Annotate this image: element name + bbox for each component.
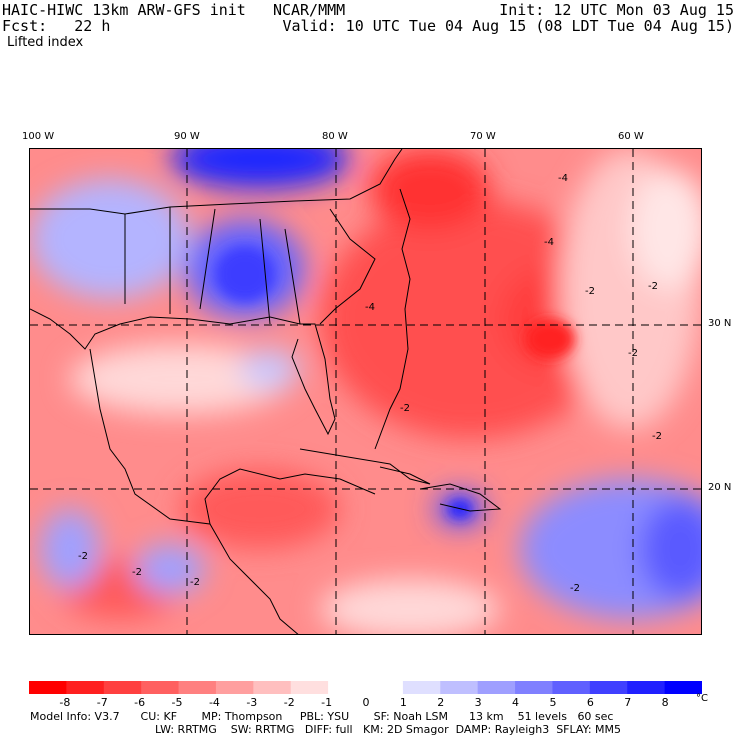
colorbar-swatch (627, 681, 666, 694)
colorbar-swatch (178, 681, 217, 694)
colorbar-tick-label: -7 (96, 696, 108, 709)
lon-label-100w: 100 W (22, 131, 55, 142)
lat-label-30n: 30 N (708, 318, 732, 329)
contour-label: -2 (132, 567, 142, 578)
colorbar-swatch (552, 681, 591, 694)
contour-labels: -4 -4 -2 -2 -2 -2 -4 -2 -2 -2 -2 -2 (78, 173, 662, 594)
colorbar-swatch (141, 681, 180, 694)
contour-label: -2 (190, 577, 200, 588)
model-info-line2: LW: RRTMG SW: RRTMG DIFF: full KM: 2D Sm… (155, 723, 621, 736)
colorbar-swatch (290, 681, 329, 694)
colorbar-swatch (328, 681, 366, 694)
colorbar-swatch (215, 681, 254, 694)
colorbar-tick-label: 4 (512, 696, 520, 709)
colorbar-tick-label: -2 (283, 696, 295, 709)
colorbar-tick-label: 5 (549, 696, 557, 709)
contour-label: -2 (628, 348, 638, 359)
lat-lon-grid (30, 149, 701, 634)
colorbar-swatch (29, 681, 67, 694)
colorbar-swatch (664, 681, 702, 694)
contour-label: -2 (652, 431, 662, 442)
colorbar-tick-label: 2 (437, 696, 445, 709)
contour-label: -2 (570, 583, 580, 594)
colorbar-swatch (402, 681, 441, 694)
colorbar-tick-label: -8 (59, 696, 71, 709)
colorbar-tick-label: -1 (321, 696, 333, 709)
lon-label-70w: 70 W (470, 131, 496, 142)
colorbar-tick-label: -5 (171, 696, 183, 709)
map-svg: -4 -4 -2 -2 -2 -2 -4 -2 -2 -2 -2 -2 (30, 149, 701, 634)
field-name: Lifted index (7, 35, 84, 50)
model-title: HAIC-HIWC 13km ARW-GFS init NCAR/MMM (2, 1, 346, 19)
contour-label: -2 (585, 286, 595, 297)
colorbar-swatch (440, 681, 479, 694)
colorbar-tick-label: 6 (586, 696, 594, 709)
lon-label-90w: 90 W (174, 131, 200, 142)
org-label: NCAR/MMM (272, 1, 346, 19)
model-info-line1: Model Info: V3.7 CU: KF MP: Thompson PBL… (30, 710, 614, 723)
colorbar-swatch (589, 681, 628, 694)
valid-time: Valid: 10 UTC Tue 04 Aug 15 (08 LDT Tue … (282, 17, 734, 35)
lifted-index-map: -4 -4 -2 -2 -2 -2 -4 -2 -2 -2 -2 -2 (29, 148, 702, 635)
colorbar-tick-label: 0 (362, 696, 370, 709)
coastlines (30, 149, 502, 634)
lon-label-80w: 80 W (322, 131, 348, 142)
field-shading (30, 149, 701, 634)
colorbar-swatch (253, 681, 292, 694)
contour-label: -2 (78, 551, 88, 562)
contour-label: -4 (558, 173, 568, 184)
contour-label: -2 (400, 403, 410, 414)
colorbar-swatch (66, 681, 105, 694)
colorbar-swatch (477, 681, 516, 694)
colorbar-unit: °C (696, 693, 708, 704)
colorbar-tick-label: -6 (134, 696, 146, 709)
colorbar-tick-label: 1 (399, 696, 407, 709)
colorbar-tick-label: 3 (474, 696, 482, 709)
field-detail (215, 246, 575, 518)
lat-label-20n: 20 N (708, 482, 732, 493)
colorbar-tick-label: 7 (624, 696, 632, 709)
colorbar-swatch (365, 681, 404, 694)
colorbar-tick-label: 8 (661, 696, 669, 709)
lon-label-60w: 60 W (618, 131, 644, 142)
contour-label: -4 (365, 302, 375, 313)
colorbar-tick-label: -4 (208, 696, 220, 709)
contour-label: -4 (544, 237, 554, 248)
colorbar-tick-label: -3 (246, 696, 258, 709)
colorbar-swatch (515, 681, 553, 694)
init-time: Init: 12 UTC Mon 03 Aug 15 (499, 1, 734, 19)
colorbar-swatch (103, 681, 142, 694)
forecast-hour: Fcst: 22 h (2, 17, 111, 35)
colorbar (29, 681, 702, 694)
contour-label: -2 (648, 281, 658, 292)
